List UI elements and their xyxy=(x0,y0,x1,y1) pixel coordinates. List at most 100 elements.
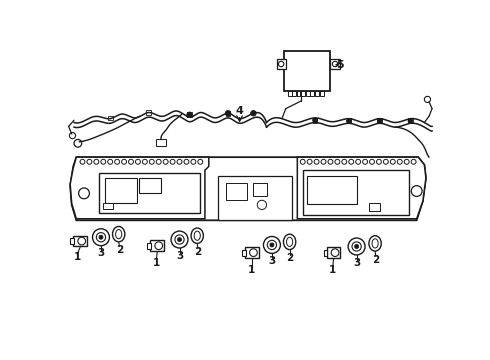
Circle shape xyxy=(70,132,75,139)
Circle shape xyxy=(352,242,361,251)
Circle shape xyxy=(331,249,339,256)
Bar xyxy=(226,183,247,200)
Text: 2: 2 xyxy=(286,253,293,263)
Circle shape xyxy=(411,186,422,197)
Text: 3: 3 xyxy=(176,251,183,261)
Circle shape xyxy=(99,235,103,239)
Bar xyxy=(74,236,87,247)
Circle shape xyxy=(391,159,395,164)
Text: 2: 2 xyxy=(195,247,201,257)
Circle shape xyxy=(278,61,284,67)
Circle shape xyxy=(321,159,326,164)
Circle shape xyxy=(342,159,347,164)
Circle shape xyxy=(307,159,312,164)
Circle shape xyxy=(300,159,305,164)
Bar xyxy=(218,176,292,220)
Circle shape xyxy=(408,119,413,123)
Circle shape xyxy=(80,159,85,164)
Bar xyxy=(103,203,113,209)
Circle shape xyxy=(363,159,368,164)
Bar xyxy=(369,203,380,211)
Bar xyxy=(108,116,113,120)
Bar xyxy=(253,183,268,195)
Bar xyxy=(245,247,259,258)
Circle shape xyxy=(94,159,99,164)
Text: 3: 3 xyxy=(98,248,104,258)
Bar xyxy=(70,238,74,244)
Text: 2: 2 xyxy=(116,244,123,255)
Circle shape xyxy=(424,96,431,103)
Bar xyxy=(288,91,292,96)
Bar xyxy=(276,59,286,69)
Circle shape xyxy=(191,159,196,164)
Circle shape xyxy=(328,159,333,164)
Circle shape xyxy=(187,112,192,117)
Circle shape xyxy=(332,61,338,67)
Circle shape xyxy=(177,238,181,242)
Circle shape xyxy=(335,159,340,164)
Circle shape xyxy=(184,159,189,164)
Circle shape xyxy=(115,159,120,164)
Polygon shape xyxy=(70,157,426,220)
Circle shape xyxy=(156,159,161,164)
Bar xyxy=(330,59,340,69)
Circle shape xyxy=(171,231,188,248)
Ellipse shape xyxy=(369,236,381,251)
Bar xyxy=(105,178,137,203)
Bar xyxy=(284,51,330,91)
Circle shape xyxy=(149,159,154,164)
Ellipse shape xyxy=(372,239,378,248)
Bar xyxy=(187,112,192,117)
Circle shape xyxy=(170,159,175,164)
Ellipse shape xyxy=(191,228,203,243)
Bar xyxy=(315,91,319,96)
Circle shape xyxy=(155,242,163,249)
Text: 5: 5 xyxy=(336,60,343,70)
Circle shape xyxy=(369,159,374,164)
Bar xyxy=(292,91,296,96)
Circle shape xyxy=(74,139,82,147)
Circle shape xyxy=(356,159,361,164)
Bar xyxy=(313,118,318,122)
Bar xyxy=(307,176,357,204)
Circle shape xyxy=(78,188,89,199)
Text: 1: 1 xyxy=(74,252,81,262)
Circle shape xyxy=(122,159,126,164)
Text: 3: 3 xyxy=(269,256,275,266)
Circle shape xyxy=(93,229,109,246)
Bar xyxy=(303,170,409,215)
Circle shape xyxy=(108,159,113,164)
Bar xyxy=(140,178,161,193)
Circle shape xyxy=(97,233,106,242)
Circle shape xyxy=(346,119,351,123)
Circle shape xyxy=(163,159,168,164)
Circle shape xyxy=(177,159,182,164)
Bar xyxy=(301,91,305,96)
Circle shape xyxy=(355,244,359,248)
Circle shape xyxy=(313,118,318,122)
Circle shape xyxy=(225,111,231,116)
Bar xyxy=(242,249,246,256)
Circle shape xyxy=(257,200,267,210)
Circle shape xyxy=(314,159,319,164)
Ellipse shape xyxy=(113,226,125,242)
Text: 1: 1 xyxy=(329,265,336,275)
Bar xyxy=(327,247,341,258)
Bar xyxy=(306,91,310,96)
Circle shape xyxy=(404,159,409,164)
Bar xyxy=(156,139,166,145)
Text: 3: 3 xyxy=(353,258,360,267)
Text: 2: 2 xyxy=(372,255,379,265)
Bar xyxy=(226,111,230,116)
Circle shape xyxy=(270,243,274,247)
Circle shape xyxy=(128,159,133,164)
Ellipse shape xyxy=(283,234,296,249)
Circle shape xyxy=(411,159,416,164)
Circle shape xyxy=(383,159,389,164)
Circle shape xyxy=(397,159,402,164)
Bar xyxy=(147,110,151,115)
Circle shape xyxy=(268,240,276,249)
Bar xyxy=(311,91,314,96)
Circle shape xyxy=(87,159,92,164)
Bar xyxy=(346,118,351,122)
